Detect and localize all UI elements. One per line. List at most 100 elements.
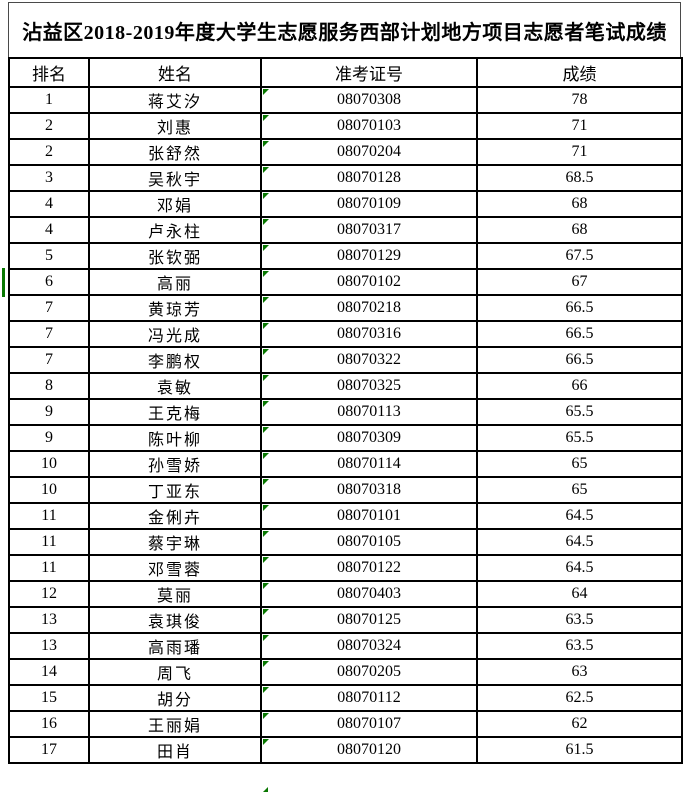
name-cell: 周飞 [88,658,262,686]
rank-cell: 5 [8,242,90,270]
text-number-error-icon [263,375,269,381]
rank-cell: 13 [8,606,90,634]
table-row: 7 李鹏权 08070322 66.5 [8,346,683,374]
rank-cell: 11 [8,554,90,582]
ticket-cell: 08070113 [260,398,478,426]
name-cell: 蔡宇琳 [88,528,262,556]
text-number-error-icon [263,453,269,459]
header-ticket: 准考证号 [260,57,478,88]
name-cell: 丁亚东 [88,476,262,504]
score-cell: 68 [476,216,683,244]
name-cell: 胡分 [88,684,262,712]
rank-cell: 7 [8,294,90,322]
name-cell: 莫丽 [88,580,262,608]
score-cell: 63.5 [476,632,683,660]
name-cell: 高丽 [88,268,262,296]
score-cell: 64.5 [476,528,683,556]
name-cell: 高雨璠 [88,632,262,660]
score-cell: 65 [476,476,683,504]
table-row: 11 金俐卉 08070101 64.5 [8,502,683,530]
score-cell: 66 [476,372,683,400]
table-row: 4 邓娟 08070109 68 [8,190,683,218]
ticket-cell: 08070122 [260,554,478,582]
name-cell: 蒋艾汐 [88,86,262,114]
table-row: 8 袁敏 08070325 66 [8,372,683,400]
table-row: 13 高雨璠 08070324 63.5 [8,632,683,660]
ticket-cell: 08070102 [260,268,478,296]
text-number-error-icon [263,297,269,303]
name-cell: 张钦弼 [88,242,262,270]
rank-cell: 14 [8,658,90,686]
text-number-error-icon [263,245,269,251]
score-cell: 67.5 [476,242,683,270]
text-number-error-icon [263,271,269,277]
text-number-error-icon [263,739,269,745]
rank-cell: 17 [8,736,90,764]
rank-cell: 3 [8,164,90,192]
table-row: 11 邓雪蓉 08070122 64.5 [8,554,683,582]
score-cell: 66.5 [476,320,683,348]
text-number-error-icon [263,479,269,485]
ticket-cell: 08070105 [260,528,478,556]
rank-cell: 10 [8,476,90,504]
ticket-cell: 08070218 [260,294,478,322]
ticket-cell: 08070309 [260,424,478,452]
name-cell: 邓雪蓉 [88,554,262,582]
table-row: 11 蔡宇琳 08070105 64.5 [8,528,683,556]
score-cell: 67 [476,268,683,296]
score-cell: 61.5 [476,736,683,764]
text-number-error-icon [263,115,269,121]
score-cell: 66.5 [476,346,683,374]
rank-cell: 11 [8,528,90,556]
name-cell: 陈叶柳 [88,424,262,452]
text-number-error-icon [263,635,269,641]
table-row: 16 王丽娟 08070107 62 [8,710,683,738]
ticket-cell: 08070107 [260,710,478,738]
ticket-cell: 08070114 [260,450,478,478]
table-row: 14 周飞 08070205 63 [8,658,683,686]
rank-cell: 1 [8,86,90,114]
text-number-error-icon [263,219,269,225]
score-cell: 71 [476,138,683,166]
ticket-cell: 08070109 [260,190,478,218]
table-row: 5 张钦弼 08070129 67.5 [8,242,683,270]
name-cell: 田肖 [88,736,262,764]
rank-cell: 9 [8,398,90,426]
score-cell: 65.5 [476,398,683,426]
header-name: 姓名 [88,57,262,88]
table-row: 3 吴秋宇 08070128 68.5 [8,164,683,192]
text-number-error-icon [263,713,269,719]
header-rank: 排名 [8,57,90,88]
name-cell: 李鹏权 [88,346,262,374]
rank-cell: 7 [8,346,90,374]
ticket-cell: 08070204 [260,138,478,166]
ticket-cell: 08070316 [260,320,478,348]
name-cell: 张舒然 [88,138,262,166]
ticket-cell: 08070125 [260,606,478,634]
rank-cell: 2 [8,112,90,140]
table-row: 7 黄琼芳 08070218 66.5 [8,294,683,322]
table-row: 2 张舒然 08070204 71 [8,138,683,166]
table-row: 12 莫丽 08070403 64 [8,580,683,608]
name-cell: 黄琼芳 [88,294,262,322]
ticket-cell: 08070318 [260,476,478,504]
table-row: 10 丁亚东 08070318 65 [8,476,683,504]
ticket-cell: 08070129 [260,242,478,270]
header-row: 排名 姓名 准考证号 成绩 [8,57,683,88]
row-highlight-marker [2,268,5,297]
rank-cell: 12 [8,580,90,608]
ticket-cell: 08070101 [260,502,478,530]
score-cell: 65 [476,450,683,478]
header-score: 成绩 [476,57,683,88]
name-cell: 冯光成 [88,320,262,348]
ticket-cell: 08070103 [260,112,478,140]
text-number-error-icon [263,531,269,537]
rank-cell: 16 [8,710,90,738]
rank-cell: 10 [8,450,90,478]
name-cell: 王克梅 [88,398,262,426]
score-cell: 71 [476,112,683,140]
text-number-error-icon [263,167,269,173]
score-cell: 78 [476,86,683,114]
ticket-cell: 08070403 [260,580,478,608]
rank-cell: 4 [8,216,90,244]
